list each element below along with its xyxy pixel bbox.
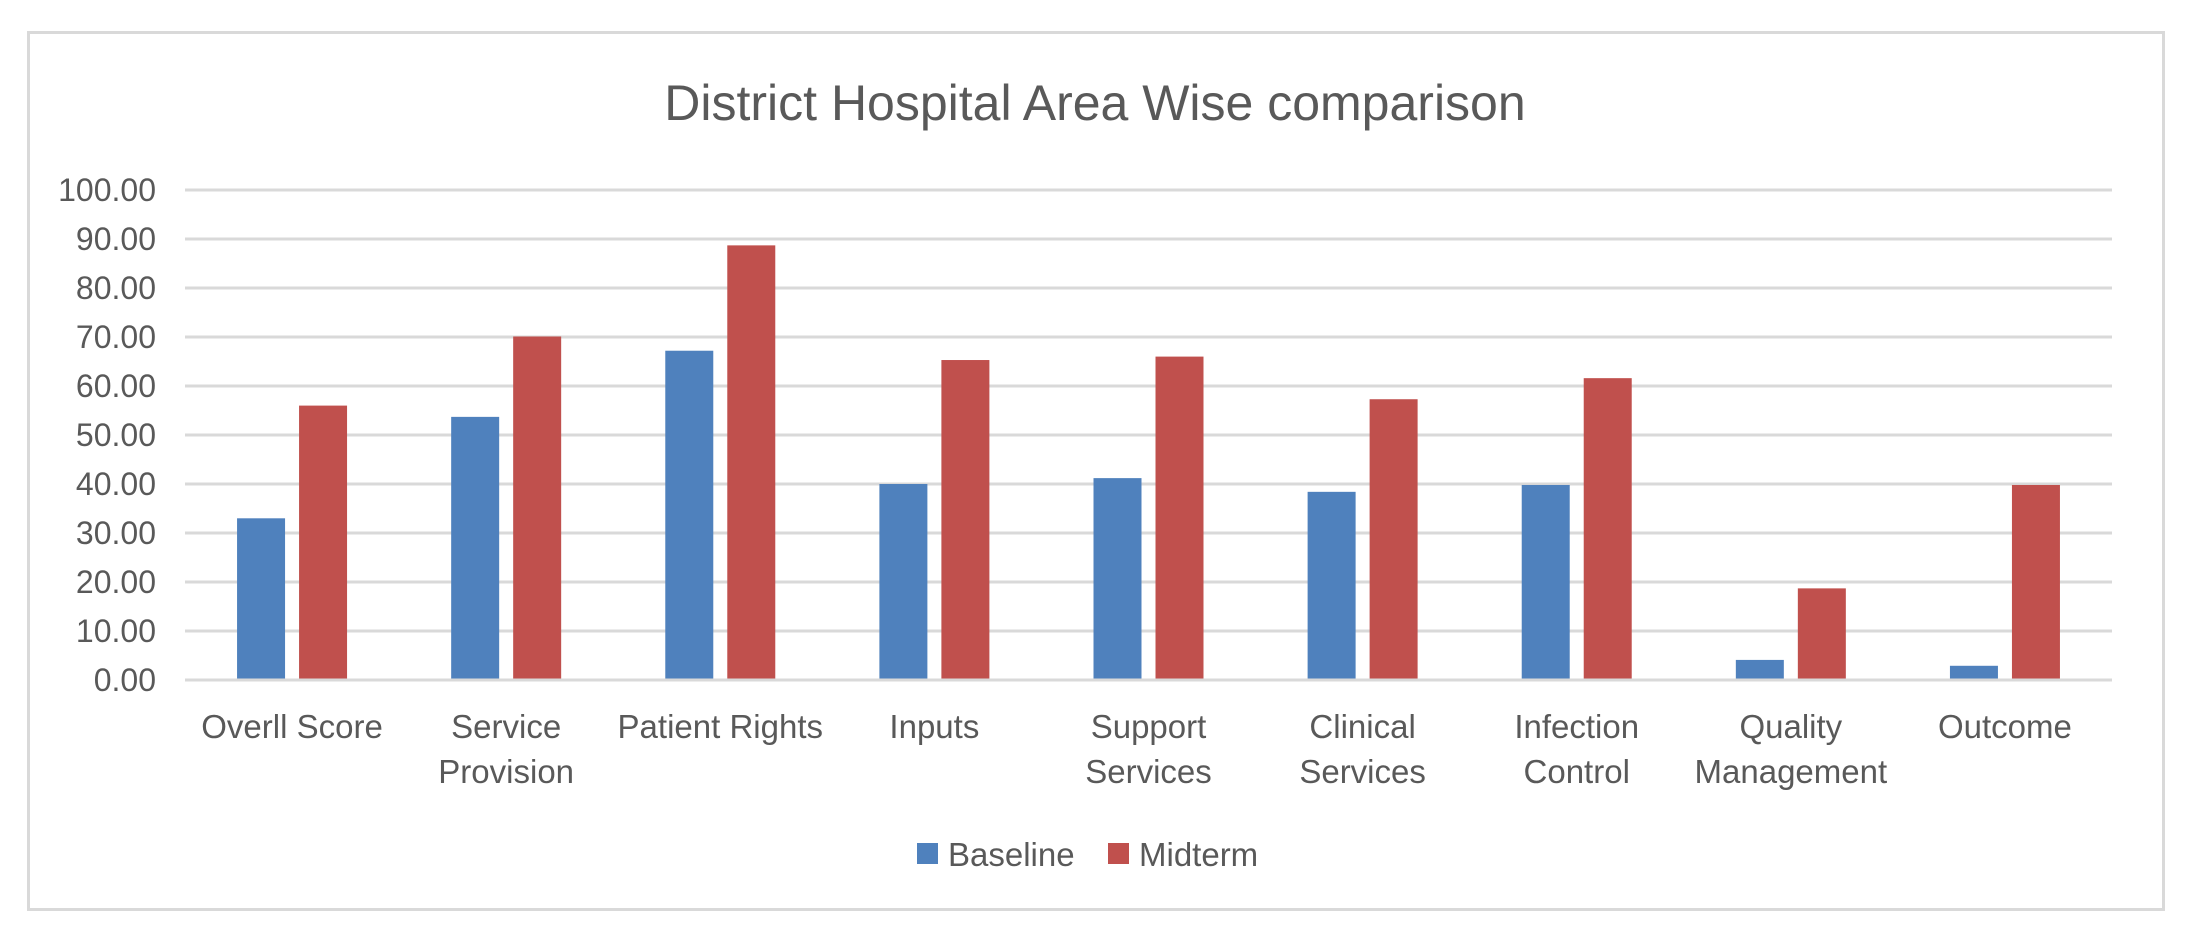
x-category-label: Inputs — [889, 708, 979, 745]
y-tick-label: 50.00 — [76, 417, 156, 453]
bars — [185, 245, 2112, 682]
y-tick-label: 40.00 — [76, 466, 156, 502]
y-tick-label: 90.00 — [76, 221, 156, 257]
legend: Baseline Midterm — [917, 836, 1258, 873]
x-category-label: Outcome — [1938, 708, 2072, 745]
bar-midterm — [727, 245, 776, 680]
x-category-label: Service Provision — [438, 708, 574, 790]
y-tick-label: 80.00 — [76, 270, 156, 306]
x-category-label: Support Services — [1085, 708, 1212, 790]
x-axis-category-labels: Overll Score Service Provision Patient Righ… — [201, 708, 2072, 790]
bar-baseline — [1735, 659, 1784, 680]
x-category-label: Clinical Services — [1299, 708, 1426, 790]
bar-midterm — [1797, 588, 1846, 680]
legend-label-baseline: Baseline — [948, 836, 1075, 873]
bar-midterm — [1369, 399, 1418, 680]
bar-midterm — [2011, 484, 2060, 680]
y-tick-label: 20.00 — [76, 564, 156, 600]
y-tick-label: 10.00 — [76, 613, 156, 649]
bar-baseline — [1521, 484, 1570, 680]
bar-baseline — [879, 484, 928, 680]
chart-frame — [27, 31, 2165, 911]
x-category-label: Quality Management — [1695, 708, 1888, 790]
x-category-label: Overll Score — [201, 708, 383, 745]
bar-midterm — [941, 360, 990, 680]
legend-label-midterm: Midterm — [1139, 836, 1258, 873]
bar-midterm — [1583, 378, 1632, 680]
y-tick-label: 30.00 — [76, 515, 156, 551]
bar-baseline — [451, 416, 500, 680]
bar-baseline — [665, 350, 714, 680]
x-category-label: Infection Control — [1514, 708, 1639, 790]
y-tick-label: 100.00 — [58, 172, 156, 208]
legend-swatch-baseline — [917, 843, 938, 864]
chart-title: District Hospital Area Wise comparison — [664, 75, 1525, 131]
y-tick-label: 70.00 — [76, 319, 156, 355]
bar-baseline — [1949, 665, 1998, 680]
bar-midterm — [299, 405, 348, 680]
bar-midterm — [1155, 356, 1204, 680]
y-axis-tick-labels: 0.00 10.00 20.00 30.00 40.00 50.00 60.00 70.00 8… — [58, 172, 156, 698]
y-tick-label: 0.00 — [94, 662, 156, 698]
bar-midterm — [513, 336, 562, 680]
bar-baseline — [1093, 478, 1142, 680]
bar-baseline — [237, 518, 286, 680]
x-category-label: Patient Rights — [618, 708, 823, 745]
bar-baseline — [1307, 491, 1356, 680]
y-tick-label: 60.00 — [76, 368, 156, 404]
legend-swatch-midterm — [1108, 843, 1129, 864]
